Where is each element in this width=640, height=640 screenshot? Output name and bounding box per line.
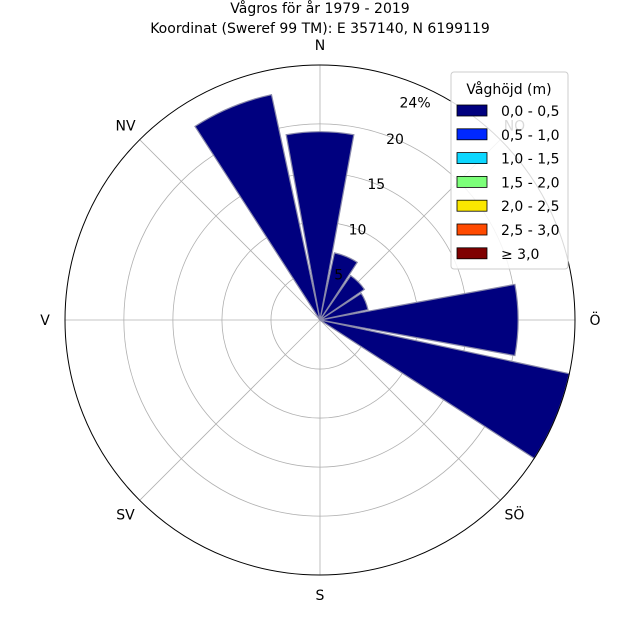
- legend-swatch-3: [456, 152, 488, 165]
- radial-tick-label-3: 15: [367, 177, 385, 193]
- legend-label-6: 2,5 - 3,0: [501, 223, 559, 239]
- direction-label-n: N: [315, 38, 325, 54]
- radial-tick-labels: 5 10 15 20 24%: [334, 96, 430, 284]
- legend-label-4: 1,5 - 2,0: [501, 175, 559, 191]
- direction-label-ö: Ö: [589, 311, 600, 329]
- radial-tick-label-5: 24%: [400, 96, 431, 112]
- legend-swatch-6: [456, 223, 488, 236]
- legend-label-3: 1,0 - 1,5: [501, 152, 559, 168]
- legend-label-2: 0,5 - 1,0: [501, 128, 559, 144]
- direction-label-sö: SÖ: [505, 505, 525, 523]
- chart-title: Vågros för år 1979 - 2019: [230, 0, 409, 17]
- sector-bars: [194, 93, 571, 460]
- legend-swatch-7: [456, 247, 488, 260]
- direction-label-sv: SV: [116, 507, 135, 523]
- radial-tick-label-1: 5: [334, 268, 343, 284]
- legend-label-1: 0,0 - 0,5: [501, 104, 559, 120]
- legend-swatch-2: [456, 128, 488, 141]
- sector-bar-4: [319, 292, 369, 321]
- legend-swatch-5: [456, 199, 488, 212]
- direction-label-s: S: [316, 588, 325, 604]
- grid-spoke-6: [139, 319, 321, 501]
- grid-spoke-4: [319, 319, 501, 501]
- sector-bar-5: [319, 283, 519, 357]
- direction-label-v: V: [40, 313, 50, 329]
- legend-swatch-4: [456, 175, 488, 188]
- legend: Våghöjd (m) 0,0 - 0,5 0,5 - 1,0 1,0 - 1,5 1…: [450, 71, 569, 270]
- sector-bar-7: [194, 93, 321, 321]
- legend-box: [450, 71, 569, 270]
- polar-frame: [64, 64, 576, 576]
- chart-subtitle: Koordinat (Sweref 99 TM): E 357140, N 61…: [150, 21, 490, 37]
- legend-label-5: 2,0 - 2,5: [501, 199, 559, 215]
- radial-tick-label-4: 20: [386, 132, 404, 148]
- sector-bar-3: [319, 274, 366, 321]
- legend-label-7: ≥ 3,0: [501, 247, 539, 263]
- legend-swatch-1: [456, 104, 488, 117]
- legend-title: Våghöjd (m): [466, 81, 551, 98]
- radial-tick-label-2: 10: [349, 222, 367, 238]
- sector-bar-2: [319, 252, 359, 321]
- sector-bar-1: [285, 131, 355, 321]
- grid-spoke-8: [139, 139, 321, 321]
- direction-label-nv: NV: [116, 119, 136, 135]
